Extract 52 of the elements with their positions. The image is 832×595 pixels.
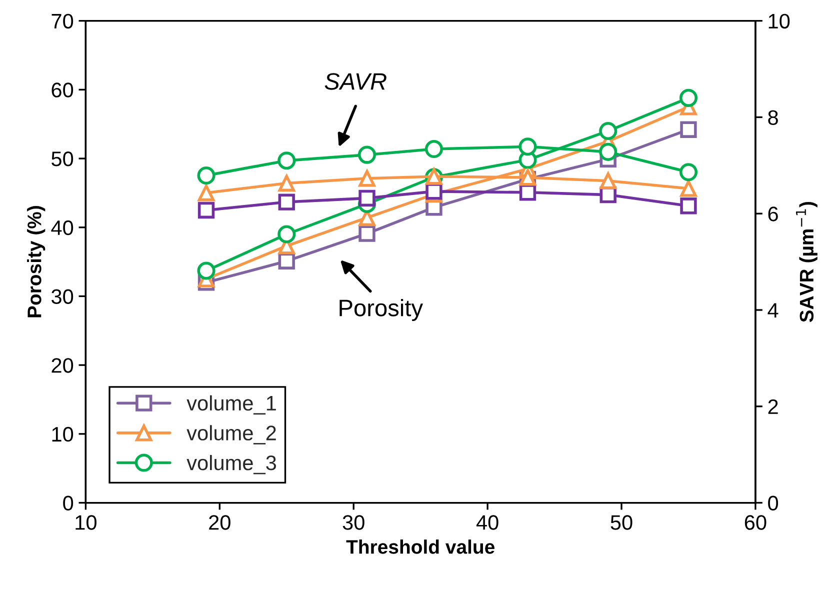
x-tick-label: 60 bbox=[744, 515, 766, 530]
y-tick-label: 10 bbox=[52, 426, 74, 442]
annotation: SAVR bbox=[324, 73, 386, 90]
point bbox=[278, 194, 295, 210]
point bbox=[278, 252, 295, 270]
y-tick-label: 0 bbox=[63, 496, 74, 511]
y2-tick-label: 2 bbox=[768, 399, 778, 414]
y2-tick-label: 8 bbox=[768, 110, 778, 125]
x-tick-label: 50 bbox=[610, 515, 632, 530]
point bbox=[197, 262, 216, 280]
point bbox=[680, 121, 697, 138]
point bbox=[679, 163, 698, 182]
annotation: Porosity bbox=[340, 298, 423, 321]
point bbox=[599, 142, 618, 161]
y-tick-label: 60 bbox=[52, 82, 74, 98]
y2-tick-label: 10 bbox=[768, 14, 790, 29]
point bbox=[358, 190, 376, 207]
legend-label: volume_1 bbox=[186, 395, 276, 415]
point bbox=[198, 202, 215, 219]
x-tick-label: 20 bbox=[209, 515, 230, 530]
y-tick-label: 50 bbox=[52, 152, 74, 166]
point bbox=[197, 166, 216, 185]
y-tick-label: 20 bbox=[52, 358, 74, 373]
point bbox=[358, 170, 376, 187]
point bbox=[680, 180, 697, 197]
point bbox=[278, 225, 296, 244]
point bbox=[600, 172, 616, 190]
point bbox=[599, 122, 618, 140]
point bbox=[278, 174, 295, 192]
point bbox=[424, 140, 443, 158]
point bbox=[278, 152, 296, 170]
y-tick-label: 70 bbox=[52, 14, 74, 29]
y-tick-label: 30 bbox=[52, 289, 74, 304]
y2-tick-label: 4 bbox=[768, 303, 778, 318]
point bbox=[680, 198, 697, 214]
y2-axis-title: SAVR (µm$^{−1}$) bbox=[796, 202, 818, 322]
point bbox=[679, 88, 698, 107]
x-tick-label: 40 bbox=[476, 515, 498, 530]
x-tick-label: 10 bbox=[76, 515, 96, 530]
legend-label: volume_2 bbox=[186, 425, 276, 444]
point bbox=[358, 146, 376, 164]
point bbox=[518, 138, 537, 156]
y2-tick-label: 6 bbox=[768, 206, 778, 222]
y-axis-title: Porosity (%) bbox=[27, 206, 46, 318]
y2-tick-label: 0 bbox=[768, 496, 778, 511]
legend-label: volume_3 bbox=[186, 454, 276, 474]
point bbox=[426, 183, 442, 200]
point bbox=[198, 184, 215, 202]
x-tick-label: 30 bbox=[342, 515, 364, 530]
y-tick-label: 40 bbox=[51, 220, 74, 236]
x-axis-title: Threshold value bbox=[346, 540, 494, 554]
point bbox=[358, 225, 376, 242]
